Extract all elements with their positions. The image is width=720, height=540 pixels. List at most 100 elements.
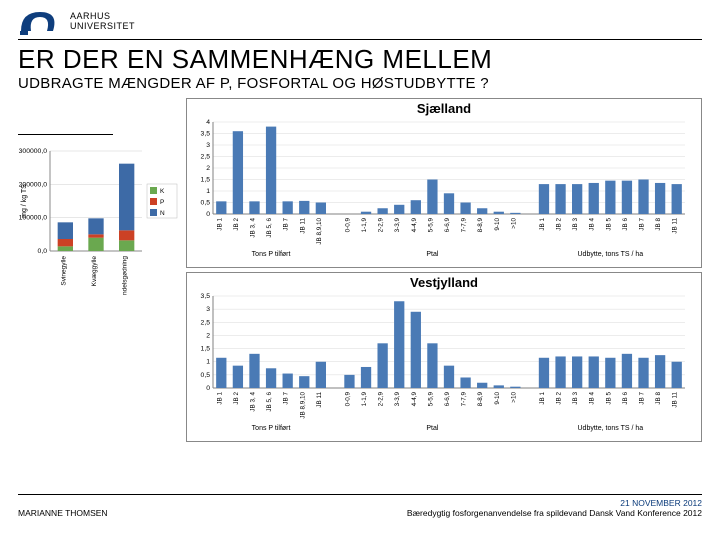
- svg-text:handelsgødning: handelsgødning: [122, 256, 129, 295]
- svg-text:JB 3: JB 3: [572, 392, 579, 405]
- svg-text:0,5: 0,5: [201, 372, 211, 379]
- svg-text:JB 11: JB 11: [672, 218, 679, 234]
- short-rule: [18, 134, 113, 135]
- svg-text:JB 4: JB 4: [589, 392, 596, 405]
- svg-text:2,5: 2,5: [201, 154, 211, 161]
- footer-author: MARIANNE THOMSEN: [18, 508, 108, 518]
- svg-text:0: 0: [206, 211, 210, 218]
- svg-text:4: 4: [206, 119, 210, 126]
- header: AARHUS UNIVERSITET: [18, 8, 702, 40]
- svg-text:K: K: [160, 188, 165, 195]
- svg-text:>10: >10: [510, 218, 517, 229]
- svg-text:JB 3: JB 3: [572, 218, 579, 231]
- svg-text:JB 8: JB 8: [655, 218, 662, 231]
- svg-text:1,5: 1,5: [201, 177, 211, 184]
- footer-conference: Bæredygtig fosforgenanvendelse fra spild…: [407, 508, 702, 518]
- svg-text:0,5: 0,5: [201, 200, 211, 207]
- svg-text:7-7,9: 7-7,9: [461, 218, 468, 233]
- title-line-1: ER DER EN SAMMENHÆNG MELLEM: [18, 44, 702, 75]
- svg-text:JB 8,9,10: JB 8,9,10: [299, 392, 306, 419]
- svg-text:Svinegylle: Svinegylle: [60, 256, 67, 286]
- panel-vestjylland: Vestjylland 00,511,522,533,5JB 1JB 2JB 3…: [186, 272, 702, 442]
- svg-text:3-3,9: 3-3,9: [394, 218, 401, 233]
- svg-text:2-2,9: 2-2,9: [378, 392, 385, 407]
- svg-text:>10: >10: [510, 392, 517, 403]
- svg-text:5-5,9: 5-5,9: [427, 218, 434, 233]
- footer-date: 21 NOVEMBER 2012: [407, 498, 702, 508]
- svg-text:JB 2: JB 2: [556, 218, 563, 231]
- bar-chart-vestjylland: 00,511,522,533,5JB 1JB 2JB 3, 4JB 5, 6JB…: [191, 292, 689, 432]
- svg-text:2,5: 2,5: [201, 319, 211, 326]
- svg-text:JB 7: JB 7: [639, 392, 646, 405]
- svg-text:5-5,9: 5-5,9: [427, 392, 434, 407]
- svg-text:0-0,9: 0-0,9: [344, 218, 351, 233]
- svg-text:Kvæggylle: Kvæggylle: [91, 256, 98, 287]
- left-column: 0,0100000,0200000,0300000,0SvinegylleKvæ…: [18, 98, 178, 446]
- svg-text:4-4,9: 4-4,9: [411, 392, 418, 407]
- svg-text:6-6,9: 6-6,9: [444, 392, 451, 407]
- svg-text:JB 2: JB 2: [556, 392, 563, 405]
- svg-text:JB 11: JB 11: [316, 392, 323, 408]
- svg-text:mg / kg TS: mg / kg TS: [21, 184, 28, 218]
- svg-text:JB 5, 6: JB 5, 6: [266, 218, 273, 238]
- svg-text:JB 4: JB 4: [589, 218, 596, 231]
- content: 0,0100000,0200000,0300000,0SvinegylleKvæ…: [18, 98, 702, 446]
- svg-text:JB 8,9,10: JB 8,9,10: [316, 218, 323, 245]
- bar-chart-sjaelland: 0 0,5 1 1,5 2 2,5 3 3,5 4 JB 1 JB 2 JB 3, 4 JB 5, 6 J…: [191, 118, 689, 258]
- university-name: AARHUS UNIVERSITET: [70, 12, 135, 32]
- svg-text:1: 1: [206, 188, 210, 195]
- svg-text:JB 6: JB 6: [622, 218, 629, 231]
- svg-text:JB 1: JB 1: [216, 218, 223, 231]
- svg-text:4-4,9: 4-4,9: [411, 218, 418, 233]
- svg-text:3: 3: [206, 142, 210, 149]
- svg-text:3,5: 3,5: [201, 293, 211, 300]
- svg-text:Tons P tilført: Tons P tilført: [252, 251, 291, 258]
- svg-text:JB 3, 4: JB 3, 4: [249, 392, 256, 412]
- svg-text:3: 3: [206, 306, 210, 313]
- svg-text:2-2,9: 2-2,9: [378, 218, 385, 233]
- svg-text:Udbytte, tons TS / ha: Udbytte, tons TS / ha: [578, 425, 644, 432]
- svg-text:JB 5: JB 5: [605, 218, 612, 231]
- svg-text:8-8,9: 8-8,9: [477, 392, 484, 407]
- svg-text:JB 7: JB 7: [283, 392, 290, 405]
- svg-text:3,5: 3,5: [201, 131, 211, 138]
- stacked-bar-chart: 0,0100000,0200000,0300000,0SvinegylleKvæ…: [18, 145, 178, 295]
- svg-text:JB 3, 4: JB 3, 4: [249, 218, 256, 238]
- title-line-2: UDBRAGTE MÆNGDER AF P, FOSFORTAL OG HØST…: [18, 75, 702, 92]
- svg-text:1,5: 1,5: [201, 346, 211, 353]
- panel-sjaelland: Sjælland 00,511,522,533,54JB 1JB 2JB 3, …: [186, 98, 702, 268]
- uni-line2: UNIVERSITET: [70, 22, 135, 32]
- svg-text:3-3,9: 3-3,9: [394, 392, 401, 407]
- slide: AARHUS UNIVERSITET ER DER EN SAMMENHÆNG …: [0, 0, 720, 540]
- svg-text:1-1,9: 1-1,9: [361, 392, 368, 407]
- svg-text:1-1,9: 1-1,9: [361, 218, 368, 233]
- svg-text:8-8,9: 8-8,9: [477, 218, 484, 233]
- svg-text:JB 8: JB 8: [655, 392, 662, 405]
- svg-text:0-0,9: 0-0,9: [344, 392, 351, 407]
- svg-text:Ptal: Ptal: [426, 425, 439, 432]
- svg-text:Ptal: Ptal: [426, 251, 439, 258]
- footer: MARIANNE THOMSEN 21 NOVEMBER 2012 Bæredy…: [18, 494, 702, 518]
- svg-text:JB 1: JB 1: [539, 218, 546, 231]
- svg-text:Tons P tilført: Tons P tilført: [252, 425, 291, 432]
- au-logo: [18, 8, 60, 36]
- panel-title-vestjylland: Vestjylland: [191, 275, 697, 290]
- right-column: Sjælland 00,511,522,533,54JB 1JB 2JB 3, …: [186, 98, 702, 446]
- svg-text:JB 11: JB 11: [672, 392, 679, 408]
- svg-text:JB 6: JB 6: [622, 392, 629, 405]
- svg-text:JB 7: JB 7: [283, 218, 290, 231]
- svg-text:JB 5: JB 5: [605, 392, 612, 405]
- svg-text:2: 2: [206, 165, 210, 172]
- svg-text:1: 1: [206, 359, 210, 366]
- svg-text:Udbytte, tons TS / ha: Udbytte, tons TS / ha: [578, 251, 644, 258]
- svg-text:300000,0: 300000,0: [19, 148, 48, 155]
- svg-text:0: 0: [206, 385, 210, 392]
- svg-text:2: 2: [206, 332, 210, 339]
- svg-text:0,0: 0,0: [38, 248, 48, 255]
- svg-text:JB 11: JB 11: [299, 218, 306, 234]
- footer-right: 21 NOVEMBER 2012 Bæredygtig fosforgenanv…: [407, 498, 702, 518]
- svg-text:6-6,9: 6-6,9: [444, 218, 451, 233]
- svg-text:N: N: [160, 210, 165, 217]
- svg-text:JB 2: JB 2: [233, 392, 240, 405]
- svg-text:JB 7: JB 7: [639, 218, 646, 231]
